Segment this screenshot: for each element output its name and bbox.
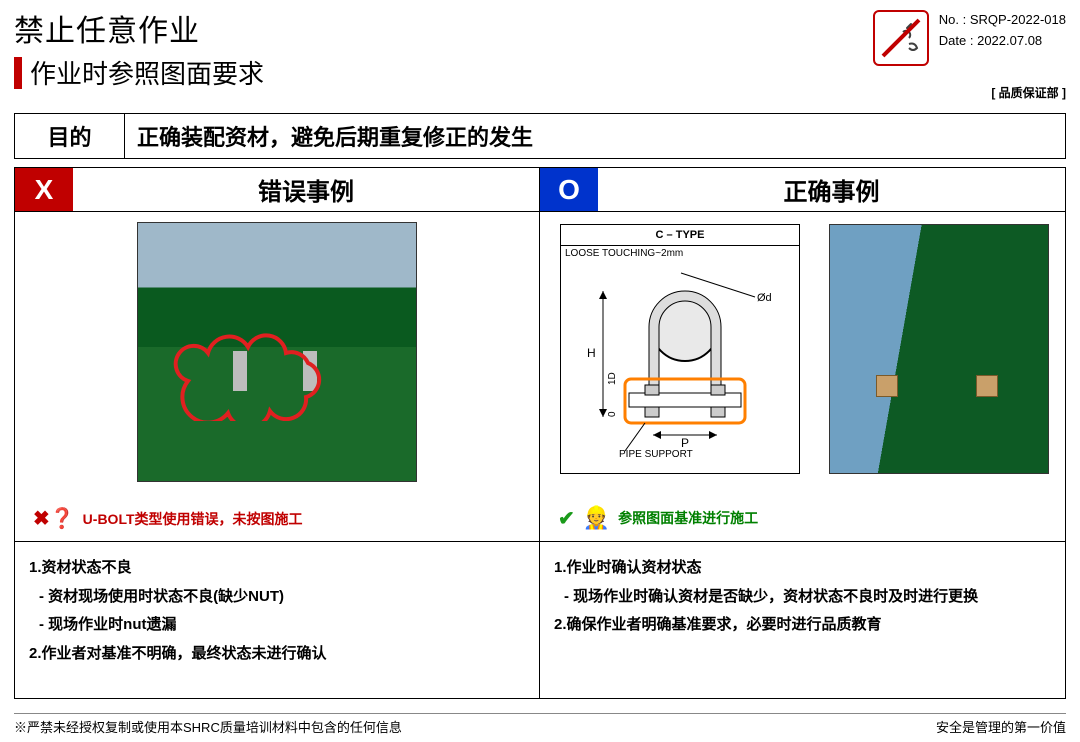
doc-no-row: No. : SRQP-2022-018	[939, 10, 1066, 31]
o-badge: O	[540, 168, 598, 211]
diagram-type: C – TYPE	[561, 225, 799, 246]
od-label: Ød	[757, 292, 772, 304]
note-line: - 现场作业时确认资材是否缺少，资材状态不良时及时进行更换	[554, 583, 1051, 612]
sub-title-row: 作业时参照图面要求	[14, 54, 873, 91]
zero-label: 0	[607, 411, 618, 417]
note-line: - 现场作业时nut遗漏	[29, 611, 525, 640]
correct-column: O 正确事例 C – TYPE LOOSE TOUCHING~2mm Ød	[540, 168, 1065, 698]
wrong-notes: 1.资材状态不良 - 资材现场使用时状态不良(缺少NUT) - 现场作业时nut…	[15, 542, 539, 698]
doc-info: No. : SRQP-2022-018 Date : 2022.07.08	[939, 10, 1066, 52]
wrong-header: X 错误事例	[15, 168, 539, 212]
header-left: 禁止任意作业 作业时参照图面要求	[14, 6, 873, 91]
ubolt-diagram: C – TYPE LOOSE TOUCHING~2mm Ød	[560, 224, 800, 474]
date-label: Date :	[939, 33, 974, 48]
wrong-caption-row: ✖❓ U-BOLT类型使用错误，未按图施工	[33, 506, 303, 531]
note-line: - 资材现场使用时状态不良(缺少NUT)	[29, 583, 525, 612]
doc-no: SRQP-2022-018	[970, 12, 1066, 27]
check-worker-icon: ✔	[558, 506, 575, 531]
cloud-callout-icon	[168, 331, 368, 421]
loose-label: LOOSE TOUCHING~2mm	[561, 246, 799, 261]
doc-no-label: No. :	[939, 12, 966, 27]
wrong-column: X 错误事例 ✖❓ U-BOLT类型使用错误，未按图施工 1.资材状态不良 - …	[15, 168, 540, 698]
note-line: 1.资材状态不良	[29, 554, 525, 583]
p-label: P	[681, 436, 689, 450]
wrong-image-area: ✖❓ U-BOLT类型使用错误，未按图施工	[15, 212, 539, 542]
x-badge: X	[15, 168, 73, 211]
correct-notes: 1.作业时确认资材状态 - 现场作业时确认资材是否缺少，资材状态不良时及时进行更…	[540, 542, 1065, 698]
wrong-photo	[137, 222, 417, 482]
note-line: 2.作业者对基准不明确，最终状态未进行确认	[29, 640, 525, 669]
note-line: 2.确保作业者明确基准要求，必要时进行品质教育	[554, 611, 1051, 640]
nut-icon	[976, 375, 998, 397]
footer-right: 安全是管理的第一价值	[936, 717, 1066, 736]
dept-tag: [ 品质保证部 ]	[991, 84, 1066, 101]
purpose-row: 目的 正确装配资材，避免后期重复修正的发生	[14, 113, 1066, 159]
date: 2022.07.08	[977, 33, 1042, 48]
header: 禁止任意作业 作业时参照图面要求 No. : SRQP-2022-018	[0, 0, 1080, 91]
support-label: PIPE SUPPORT	[619, 449, 693, 457]
footer-left: ※严禁未经授权复制或使用本SHRC质量培训材料中包含的任何信息	[14, 717, 402, 736]
header-right: No. : SRQP-2022-018 Date : 2022.07.08	[873, 6, 1066, 66]
correct-caption-row: ✔ 👷 参照图面基准进行施工	[558, 505, 758, 531]
worker-icon: 👷	[583, 505, 610, 531]
note-line: 1.作业时确认资材状态	[554, 554, 1051, 583]
footer: ※严禁未经授权复制或使用本SHRC质量培训材料中包含的任何信息 安全是管理的第一…	[14, 713, 1066, 736]
question-worker-icon: ✖❓	[33, 506, 75, 531]
correct-title: 正确事例	[598, 168, 1065, 211]
red-accent-bar	[14, 57, 22, 89]
wrong-caption: U-BOLT类型使用错误，未按图施工	[83, 509, 303, 529]
prohibit-tools-icon	[873, 10, 929, 66]
oneD-label: 1D	[607, 372, 618, 385]
main-title: 禁止任意作业	[14, 6, 873, 50]
comparison-grid: X 错误事例 ✖❓ U-BOLT类型使用错误，未按图施工 1.资材状态不良 - …	[14, 167, 1066, 699]
purpose-label: 目的	[15, 114, 125, 158]
wrong-title: 错误事例	[73, 168, 539, 211]
correct-header: O 正确事例	[540, 168, 1065, 212]
h-label: H	[587, 346, 596, 360]
correct-photo	[829, 224, 1049, 474]
correct-image-area: C – TYPE LOOSE TOUCHING~2mm Ød	[540, 212, 1065, 542]
sub-title: 作业时参照图面要求	[30, 54, 264, 91]
purpose-text: 正确装配资材，避免后期重复修正的发生	[125, 114, 1065, 158]
doc-date-row: Date : 2022.07.08	[939, 31, 1066, 52]
correct-caption: 参照图面基准进行施工	[618, 508, 758, 528]
nut-icon	[876, 375, 898, 397]
